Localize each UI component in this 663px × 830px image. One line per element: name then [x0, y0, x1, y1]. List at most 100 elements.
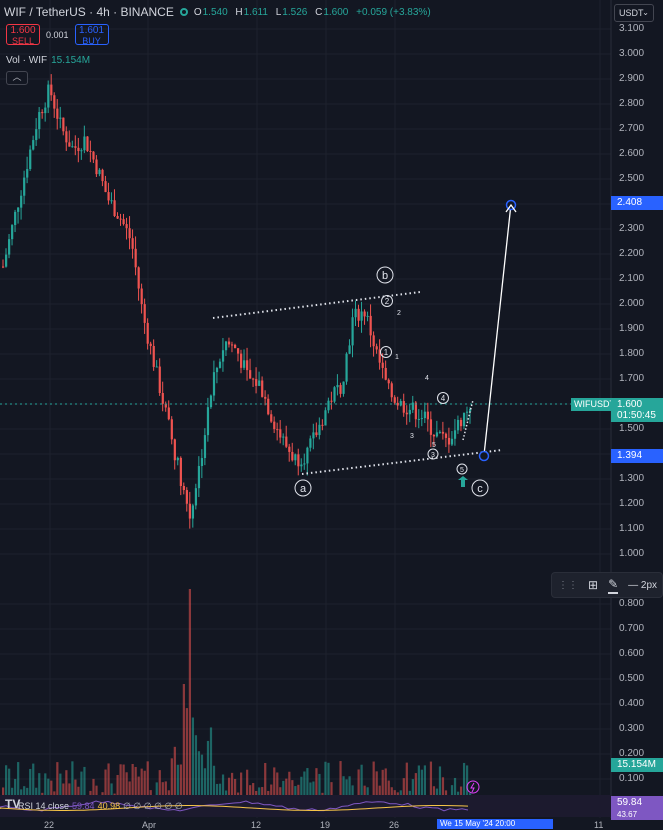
volume-legend-label: Vol · WIF [6, 55, 48, 66]
symbol-title[interactable]: WIF / TetherUS · 4h · BINANCE [4, 5, 174, 19]
rsi-legend[interactable]: RSI 14 close 59.84 40.98 ∅ ∅ ∅ ∅ ∅ ∅ [4, 801, 183, 812]
volume-legend[interactable]: Vol · WIF 15.154M [6, 55, 90, 66]
candle-body [110, 200, 113, 202]
candle-body [167, 407, 170, 420]
volume-bar [342, 776, 345, 804]
candle-body [164, 403, 167, 408]
volume-bar [345, 779, 348, 804]
candle-body [453, 430, 457, 439]
projection-arrow-line [483, 203, 512, 456]
volume-axis-label: 0.500 [619, 673, 645, 684]
line-color-icon[interactable]: ✎ [608, 577, 619, 594]
drawing-toolbar[interactable]: ⋮⋮ ⊞ ✎ — 2px [551, 572, 663, 598]
symbol-legend[interactable]: WIF / TetherUS · 4h · BINANCE O1.540 H1.… [4, 5, 431, 19]
candle-body [261, 380, 264, 397]
wave-3-label: 3 [410, 433, 414, 440]
candle-body [438, 431, 442, 433]
wave-labels: b a c 2 1 4 3 5 1 2 3 4 5 [294, 266, 489, 497]
volume-bar [65, 770, 68, 804]
candle-body [71, 146, 74, 148]
price-axis-label: 2.000 [619, 298, 645, 309]
candle-body [390, 383, 393, 398]
rsi-band [0, 795, 611, 817]
candle-body [414, 402, 417, 420]
candle-body [354, 308, 357, 318]
bar-countdown: 01:50:45 [617, 410, 656, 421]
candle-body [258, 380, 261, 386]
candle-body [369, 315, 372, 336]
rsi-line [0, 800, 469, 812]
volume-bar [110, 783, 113, 804]
volume-bar [164, 781, 167, 804]
volume-bar [246, 769, 249, 804]
candle-body [384, 367, 387, 380]
volume-bar [197, 751, 201, 804]
candle-body [125, 224, 128, 229]
candle-body [441, 431, 445, 434]
candle-body [327, 400, 330, 411]
candle-body [237, 348, 240, 354]
price-axis-label: 2.900 [619, 73, 645, 84]
volume-bar [104, 769, 107, 804]
volume-bar [71, 761, 74, 804]
candle-body [65, 131, 68, 143]
volume-bar [29, 768, 32, 804]
candle-body [282, 436, 285, 438]
volume-bar [285, 778, 288, 804]
candle-body [155, 366, 158, 368]
volume-bar [291, 780, 294, 804]
volume-bar [450, 785, 454, 804]
candle-body [23, 177, 26, 196]
volume-bar [50, 780, 53, 804]
volume-bar [309, 782, 312, 804]
price-axis-label: 1.300 [619, 473, 645, 484]
volume-bar [378, 785, 381, 804]
candle-body [312, 432, 315, 439]
volume-bar [206, 740, 210, 804]
volume-bar [303, 771, 306, 804]
volume-bar [438, 766, 442, 804]
candle-body [209, 395, 213, 408]
open-label: O [193, 6, 202, 18]
rsi-legend-rest: ∅ ∅ ∅ ∅ ∅ ∅ [123, 801, 183, 811]
volume-bar [203, 768, 207, 804]
candle-body [429, 419, 433, 435]
price-axis-label: 2.800 [619, 98, 645, 109]
candle-body [450, 438, 454, 445]
volume-bar [140, 768, 143, 804]
volume-bar [230, 772, 234, 804]
sell-button[interactable]: 1.600 SELL [6, 24, 40, 46]
drag-handle-icon[interactable]: ⋮⋮ [558, 579, 578, 591]
volume-bar [5, 765, 8, 804]
change-value: +0.059 (+3.83%) [356, 6, 431, 18]
rsi-legend-value: 59.84 [72, 801, 95, 811]
buy-price: 1.601 [79, 25, 105, 36]
svg-text:b: b [382, 270, 388, 282]
add-object-icon[interactable]: ⊞ [588, 578, 599, 592]
volume-bar [146, 761, 149, 804]
candle-body [29, 149, 32, 170]
currency-selector[interactable]: USDT ⌄ [614, 4, 654, 22]
svg-text:2: 2 [385, 297, 390, 306]
low-price-tag: 1.394 [611, 449, 663, 463]
price-axis-label: 2.700 [619, 123, 645, 134]
candle-body [252, 378, 255, 380]
candle-body [104, 181, 107, 193]
candle-body [188, 503, 192, 519]
collapse-legend-button[interactable]: ︿ [6, 71, 28, 85]
candle-body [122, 219, 125, 225]
line-thickness-button[interactable]: — 2px [628, 579, 658, 591]
wave-2-circled-label: 2 [381, 295, 393, 307]
buy-button[interactable]: 1.601 BUY [74, 24, 109, 46]
low-label: L [275, 6, 282, 18]
candle-body [233, 344, 237, 349]
current-price-value: 1.600 [617, 399, 643, 410]
candle-body [134, 248, 137, 268]
candle-body [267, 398, 270, 415]
sell-label: SELL [11, 36, 35, 46]
candle-body [393, 397, 396, 403]
chevron-down-icon: ⌄ [642, 8, 649, 17]
candle-body [83, 136, 86, 151]
candle-body [38, 112, 41, 130]
